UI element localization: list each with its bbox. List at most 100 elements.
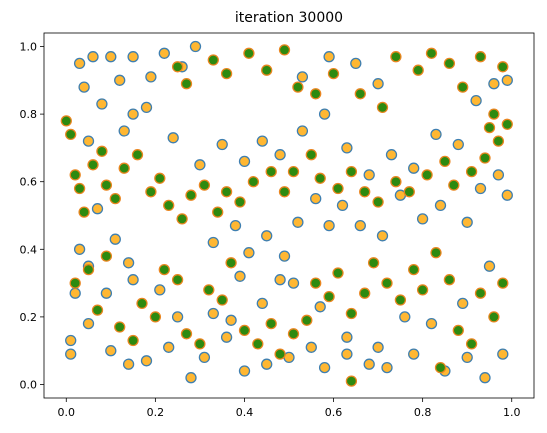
scatter-point-series-1-50 <box>261 358 273 370</box>
scatter-point-series-1-24 <box>127 274 139 286</box>
scatter-point-series-2-40 <box>171 61 184 73</box>
scatter-point-series-2-90 <box>416 284 429 296</box>
scatter-point-series-2-31 <box>403 186 415 198</box>
scatter-point-series-1-53 <box>318 361 331 374</box>
scatter-point-series-2-26 <box>332 182 344 195</box>
scatter-point-series-2-17 <box>212 206 224 218</box>
scatter-point-series-2-36 <box>479 152 491 164</box>
scatter-point-series-1-43 <box>122 358 135 370</box>
scatter-point-series-1-92 <box>452 138 464 151</box>
scatter-point-series-2-45 <box>261 64 273 76</box>
scatter-point-series-2-95 <box>474 287 487 299</box>
scatter-point-series-2-80 <box>301 314 313 326</box>
scatter-point-series-1-11 <box>145 71 157 83</box>
scatter-point-series-1-7 <box>96 98 108 110</box>
scatter-point-series-1-64 <box>243 247 255 259</box>
scatter-point-series-1-38 <box>457 297 469 310</box>
scatter-point-series-1-76 <box>461 216 473 228</box>
scatter-point-series-2-43 <box>220 67 233 80</box>
scatter-point-series-2-91 <box>430 247 442 259</box>
scatter-point-series-1-16 <box>127 108 139 120</box>
scatter-point-series-1-91 <box>430 128 442 141</box>
scatter-point-series-1-78 <box>492 169 505 181</box>
scatter-point-series-2-64 <box>114 321 126 333</box>
scatter-point-series-2-7 <box>100 179 113 191</box>
scatter-point-series-1-41 <box>82 317 95 330</box>
scatter-point-series-2-44 <box>243 47 255 59</box>
scatter-point-series-2-53 <box>412 64 424 76</box>
scatter-point-series-1-75 <box>434 199 447 212</box>
scatter-point-series-1-82 <box>238 155 251 168</box>
scatter-point-series-1-88 <box>363 169 375 181</box>
scatter-point-series-1-10 <box>127 51 139 63</box>
scatter-point-series-2-5 <box>87 159 99 171</box>
scatter-point-series-1-25 <box>154 284 166 296</box>
scatter-point-series-2-50 <box>354 88 366 100</box>
scatter-point-series-2-29 <box>372 196 384 208</box>
scatter-point-series-1-18 <box>118 125 130 137</box>
y-tick-label: 0.0 <box>20 378 38 391</box>
scatter-point-series-1-68 <box>310 192 322 205</box>
scatter-point-series-1-28 <box>225 314 237 326</box>
scatter-point-series-1-3 <box>78 81 90 93</box>
scatter-point-series-1-67 <box>292 216 304 228</box>
x-tick-label: 0.8 <box>414 406 432 419</box>
scatter-point-series-2-52 <box>390 51 402 63</box>
scatter-point-series-1-23 <box>100 287 113 299</box>
scatter-point-series-2-78 <box>274 348 286 360</box>
scatter-point-series-1-65 <box>261 230 273 242</box>
scatter-point-series-2-82 <box>323 290 335 303</box>
scatter-point-series-2-24 <box>305 149 317 161</box>
scatter-point-series-2-21 <box>265 165 277 178</box>
scatter-point-series-2-71 <box>194 338 206 350</box>
scatter-point-series-1-61 <box>497 348 509 360</box>
scatter-point-series-1-85 <box>296 125 309 137</box>
scatter-point-series-2-86 <box>367 257 380 269</box>
scatter-point-series-1-17 <box>140 101 153 114</box>
scatter-point-series-2-8 <box>109 192 121 205</box>
axes: 0.0 0.2 0.4 0.6 0.8 1.0 0.0 0.2 0.4 0.6 0.8 1.0 <box>20 32 535 419</box>
scatter-point-series-1-52 <box>305 341 317 353</box>
scatter-point-series-1-20 <box>73 243 86 255</box>
scatter-point-series-1-83 <box>256 135 268 147</box>
scatter-point-series-1-22 <box>122 257 135 269</box>
scatter-point-series-2-60 <box>69 277 81 289</box>
scatter-point-series-2-83 <box>332 267 344 279</box>
scatter-point-series-2-70 <box>180 328 193 340</box>
scatter-point-series-2-4 <box>78 206 90 218</box>
scatter-point-series-1-48 <box>220 331 233 343</box>
scatter-point-series-2-63 <box>100 250 113 262</box>
scatter-point-series-2-76 <box>252 338 264 350</box>
scatter-point-series-2-73 <box>216 294 228 306</box>
scatter-point-series-1-44 <box>140 355 153 367</box>
scatter-point-series-2-65 <box>127 334 139 347</box>
scatter-point-series-2-56 <box>457 81 469 93</box>
scatter-point-series-2-23 <box>287 165 300 178</box>
scatter-point-series-2-46 <box>278 44 291 56</box>
scatter-point-series-2-33 <box>439 155 451 168</box>
scatter-point-series-2-6 <box>96 145 108 157</box>
scatter-point-series-2-75 <box>238 324 251 337</box>
scatter-point-series-2-25 <box>314 172 326 184</box>
scatter-point-series-2-48 <box>310 88 322 100</box>
scatter-point-series-2-11 <box>145 186 157 198</box>
scatter-point-series-1-96 <box>372 78 384 90</box>
x-tick-label: 1.0 <box>503 406 521 419</box>
scatter-point-series-2-41 <box>180 78 193 90</box>
scatter-point-series-2-93 <box>452 324 464 337</box>
scatter-point-series-2-99 <box>345 375 358 387</box>
scatter-point-series-1-49 <box>238 365 251 377</box>
scatter-point-series-2-97 <box>497 277 509 289</box>
scatter-point-series-1-71 <box>354 219 366 232</box>
scatter-point-series-2-35 <box>465 165 478 178</box>
scatter-point-series-1-62 <box>207 236 219 249</box>
scatter-point-series-1-14 <box>189 40 202 53</box>
scatter-point-series-1-94 <box>488 78 500 90</box>
scatter-point-series-1-47 <box>198 351 211 364</box>
scatter-point-series-1-89 <box>385 149 398 161</box>
scatter-point-series-1-66 <box>278 250 291 262</box>
y-tick-label: 1.0 <box>20 41 38 54</box>
scatter-point-series-1-0 <box>65 348 77 360</box>
scatter-point-series-2-2 <box>69 169 81 181</box>
